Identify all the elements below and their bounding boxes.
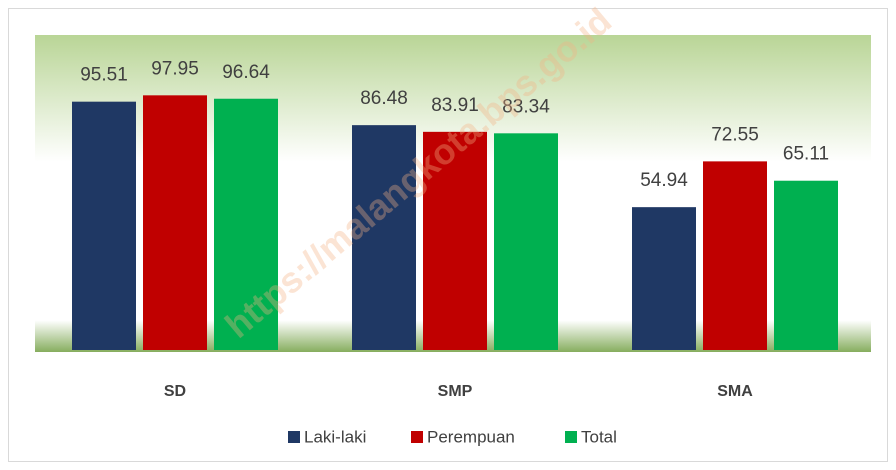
legend-swatch [565,431,577,443]
bar [494,133,558,350]
data-label: 86.48 [360,88,408,109]
data-label: 97.95 [151,58,199,79]
x-tick-label: SMP [438,383,473,400]
data-label: 95.51 [80,65,128,86]
legend-label: Total [581,427,617,446]
data-label: 65.11 [783,144,829,165]
data-label: 96.64 [222,62,270,83]
bar [423,131,487,350]
bar [352,125,416,350]
legend-label: Laki-laki [304,427,366,446]
x-tick-label: SMA [717,383,753,400]
x-tick-label: SD [164,383,186,400]
bar [214,98,278,351]
legend-swatch [288,431,300,443]
legend-label: Perempuan [427,427,515,446]
data-label: 83.34 [502,96,550,117]
bar [143,95,207,350]
legend-swatch [411,431,423,443]
data-label: 72.55 [711,124,759,145]
bar [703,161,767,350]
data-label: 83.91 [431,95,479,116]
bar [72,101,136,350]
bar [632,207,696,350]
data-label: 54.94 [640,170,688,191]
bar [774,180,838,350]
